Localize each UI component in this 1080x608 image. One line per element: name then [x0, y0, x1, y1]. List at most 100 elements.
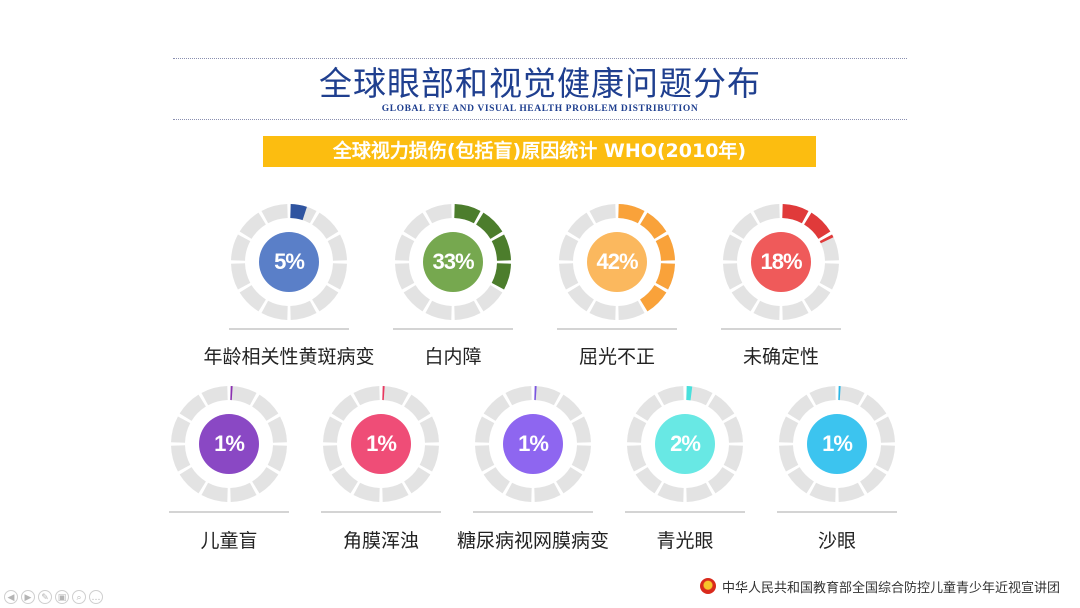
inner-circle	[259, 232, 319, 292]
next-slide-icon[interactable]: ▶	[21, 590, 35, 604]
ring-segment	[781, 300, 809, 320]
ring-segment	[567, 212, 595, 240]
inner-circle	[199, 414, 259, 474]
category-baseline	[721, 328, 841, 330]
inner-circle	[587, 232, 647, 292]
category-baseline	[777, 511, 897, 513]
ring-segment	[475, 284, 503, 312]
ring-segment	[859, 394, 887, 422]
ring-segment	[425, 300, 453, 320]
ring-segment	[779, 444, 799, 472]
ring-segment	[419, 444, 439, 472]
inner-circle	[807, 414, 867, 474]
inner-circle	[503, 414, 563, 474]
ring-segment	[533, 482, 561, 502]
ring-segment	[201, 482, 229, 502]
ring-segment	[859, 466, 887, 494]
value-arc	[819, 234, 834, 244]
ring-segment	[231, 234, 251, 262]
page-subtitle: GLOBAL EYE AND VISUAL HEALTH PROBLEM DIS…	[381, 104, 699, 114]
ring-segment	[589, 204, 617, 224]
ring-segment	[685, 482, 713, 502]
value-arc	[290, 204, 307, 221]
donut-svg	[395, 204, 511, 320]
ring-segment	[837, 482, 865, 502]
ring-segment	[239, 212, 267, 240]
value-arc	[639, 284, 667, 312]
donut-chart: 5%	[229, 202, 349, 322]
slides-view-icon[interactable]: ▣	[55, 590, 69, 604]
ring-segment	[171, 416, 191, 444]
ring-segment	[323, 416, 343, 444]
ring-segment	[327, 262, 347, 290]
ring-segment	[261, 300, 289, 320]
data-label: 42%	[596, 249, 638, 274]
ring-segment	[723, 234, 743, 262]
ring-segment	[589, 300, 617, 320]
inner-circle	[751, 232, 811, 292]
ring-segment	[627, 444, 647, 472]
footer: 中华人民共和国教育部全国综合防控儿童青少年近视宣讲团	[700, 576, 1060, 596]
ring-segment	[819, 262, 839, 290]
value-arc	[655, 262, 675, 290]
ring-segment	[809, 386, 837, 406]
category-baseline	[229, 328, 349, 330]
value-arc	[491, 262, 511, 290]
category-label: 白内障	[424, 346, 482, 368]
pen-icon[interactable]: ✎	[38, 590, 52, 604]
category-label: 角膜浑浊	[342, 530, 419, 552]
ring-segment	[875, 444, 895, 472]
ring-segment	[179, 394, 207, 422]
ring-segment	[311, 284, 339, 312]
ring-segment	[555, 394, 583, 422]
donut-chart: 1%	[169, 384, 289, 504]
ring-segment	[403, 394, 431, 422]
ring-segment	[753, 300, 781, 320]
ring-segment	[403, 212, 431, 240]
value-arc	[639, 212, 667, 240]
ring-segment	[483, 466, 511, 494]
section-banner: 全球视力损伤(包括盲)原因统计 WHO(2010年)	[263, 136, 816, 167]
ring-segment	[875, 416, 895, 444]
ring-segment	[635, 394, 663, 422]
ring-segment	[267, 416, 287, 444]
value-arc	[475, 212, 503, 240]
more-options-icon[interactable]: …	[89, 590, 103, 604]
ring-segment	[403, 284, 431, 312]
value-arc	[655, 234, 675, 262]
category-baseline	[625, 511, 745, 513]
slide-controls: ◀ ▶ ✎ ▣ ⌕ …	[4, 590, 103, 604]
ring-segment	[657, 482, 685, 502]
ring-segment	[353, 386, 381, 406]
category-label: 糖尿病视网膜病变	[456, 530, 609, 552]
ring-segment	[617, 300, 645, 320]
ring-segment	[779, 416, 799, 444]
ring-segment	[731, 212, 759, 240]
ring-segment	[809, 482, 837, 502]
donut-svg	[779, 386, 895, 502]
ring-segment	[419, 416, 439, 444]
zoom-icon[interactable]: ⌕	[72, 590, 86, 604]
ring-segment	[323, 444, 343, 472]
ring-segment	[505, 386, 533, 406]
previous-slide-icon[interactable]: ◀	[4, 590, 18, 604]
ring-segment	[707, 466, 735, 494]
donut-chart: 18%	[721, 202, 841, 322]
data-label: 5%	[274, 249, 305, 274]
data-label: 1%	[214, 431, 245, 456]
ring-segment	[555, 466, 583, 494]
ring-segment	[251, 466, 279, 494]
ring-segment	[231, 262, 251, 290]
ring-segment	[571, 444, 591, 472]
ring-segment	[381, 482, 409, 502]
value-arc	[781, 204, 809, 224]
ring-segment	[753, 204, 781, 224]
ring-segment	[331, 394, 359, 422]
ring-segment	[731, 284, 759, 312]
ring-segment	[707, 394, 735, 422]
ring-segment	[453, 300, 481, 320]
top-divider	[173, 58, 907, 59]
ring-segment	[567, 284, 595, 312]
ring-segment	[571, 416, 591, 444]
data-label: 1%	[518, 431, 549, 456]
